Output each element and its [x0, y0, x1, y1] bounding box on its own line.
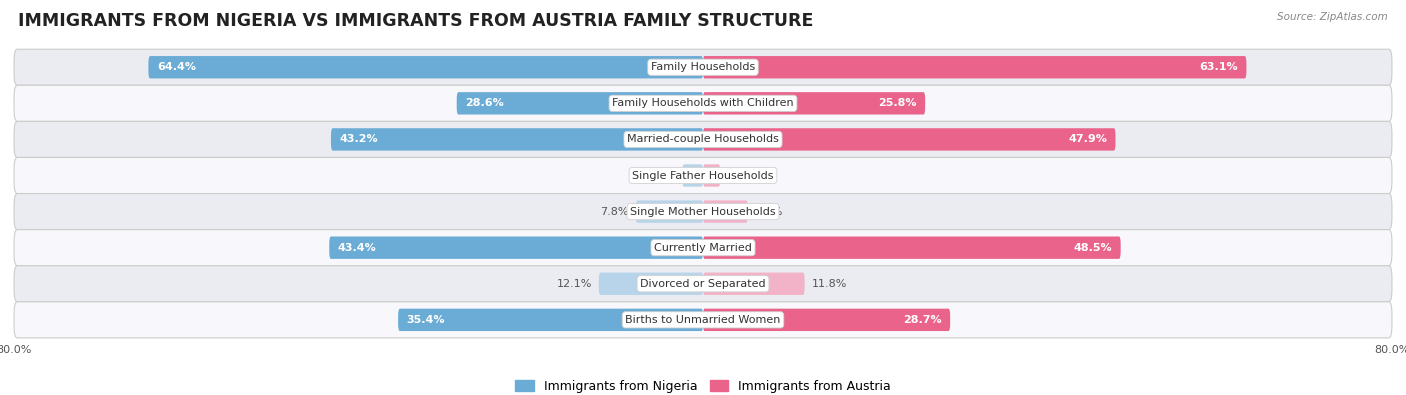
FancyBboxPatch shape — [14, 229, 1392, 266]
FancyBboxPatch shape — [14, 266, 1392, 302]
Text: Source: ZipAtlas.com: Source: ZipAtlas.com — [1277, 12, 1388, 22]
FancyBboxPatch shape — [14, 158, 1392, 194]
Text: IMMIGRANTS FROM NIGERIA VS IMMIGRANTS FROM AUSTRIA FAMILY STRUCTURE: IMMIGRANTS FROM NIGERIA VS IMMIGRANTS FR… — [18, 12, 814, 30]
Text: Single Mother Households: Single Mother Households — [630, 207, 776, 216]
FancyBboxPatch shape — [703, 164, 720, 187]
Legend: Immigrants from Nigeria, Immigrants from Austria: Immigrants from Nigeria, Immigrants from… — [510, 375, 896, 395]
FancyBboxPatch shape — [703, 128, 1115, 150]
Text: 5.2%: 5.2% — [755, 207, 783, 216]
FancyBboxPatch shape — [703, 92, 925, 115]
FancyBboxPatch shape — [330, 128, 703, 150]
Text: Divorced or Separated: Divorced or Separated — [640, 279, 766, 289]
Text: 28.6%: 28.6% — [465, 98, 505, 108]
FancyBboxPatch shape — [703, 273, 804, 295]
Text: Family Households with Children: Family Households with Children — [612, 98, 794, 108]
Text: 7.8%: 7.8% — [600, 207, 628, 216]
FancyBboxPatch shape — [636, 200, 703, 223]
FancyBboxPatch shape — [703, 56, 1246, 79]
Text: 2.4%: 2.4% — [647, 171, 675, 181]
FancyBboxPatch shape — [398, 308, 703, 331]
Text: 63.1%: 63.1% — [1199, 62, 1237, 72]
Text: Currently Married: Currently Married — [654, 243, 752, 253]
Text: Births to Unmarried Women: Births to Unmarried Women — [626, 315, 780, 325]
FancyBboxPatch shape — [599, 273, 703, 295]
Text: 28.7%: 28.7% — [903, 315, 942, 325]
Text: 43.4%: 43.4% — [337, 243, 377, 253]
FancyBboxPatch shape — [14, 194, 1392, 229]
Text: 12.1%: 12.1% — [557, 279, 592, 289]
FancyBboxPatch shape — [149, 56, 703, 79]
Text: 48.5%: 48.5% — [1073, 243, 1112, 253]
FancyBboxPatch shape — [14, 121, 1392, 158]
Text: 35.4%: 35.4% — [406, 315, 446, 325]
FancyBboxPatch shape — [703, 200, 748, 223]
FancyBboxPatch shape — [14, 85, 1392, 121]
FancyBboxPatch shape — [703, 308, 950, 331]
Text: 47.9%: 47.9% — [1069, 134, 1107, 145]
Text: 64.4%: 64.4% — [157, 62, 195, 72]
FancyBboxPatch shape — [14, 49, 1392, 85]
FancyBboxPatch shape — [703, 237, 1121, 259]
Text: 25.8%: 25.8% — [879, 98, 917, 108]
FancyBboxPatch shape — [457, 92, 703, 115]
Text: 2.0%: 2.0% — [727, 171, 755, 181]
Text: 43.2%: 43.2% — [340, 134, 378, 145]
Text: Family Households: Family Households — [651, 62, 755, 72]
FancyBboxPatch shape — [329, 237, 703, 259]
Text: Single Father Households: Single Father Households — [633, 171, 773, 181]
FancyBboxPatch shape — [682, 164, 703, 187]
Text: Married-couple Households: Married-couple Households — [627, 134, 779, 145]
Text: 11.8%: 11.8% — [811, 279, 846, 289]
FancyBboxPatch shape — [14, 302, 1392, 338]
